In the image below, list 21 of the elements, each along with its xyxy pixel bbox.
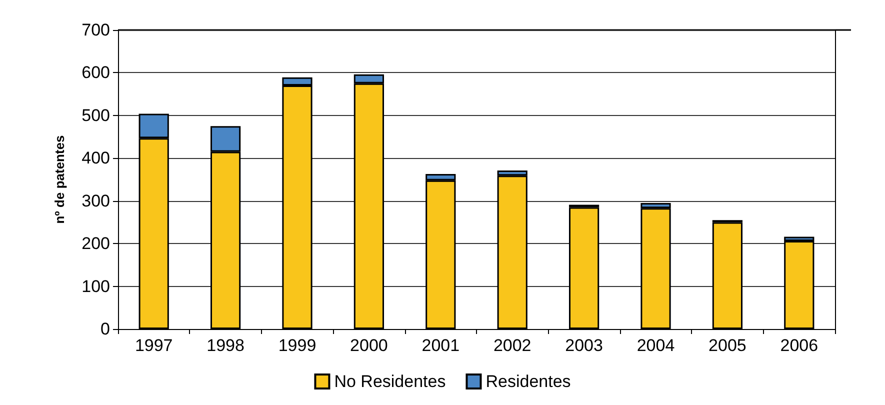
y-tick-label: 500 xyxy=(82,106,110,125)
legend-label: No Residentes xyxy=(334,372,446,391)
x-tick-label: 2002 xyxy=(493,336,532,355)
legend-label: Residentes xyxy=(486,372,571,391)
y-tick-label: 200 xyxy=(82,234,110,254)
x-tick-label: 2006 xyxy=(780,336,818,355)
y-tick-label: 0 xyxy=(100,320,110,338)
x-tick-label: 2000 xyxy=(350,336,388,355)
y-tick-label: 700 xyxy=(82,20,110,40)
y-tick-label: 100 xyxy=(82,276,110,296)
x-tick-label: 2003 xyxy=(565,336,603,355)
y-tick-label: 400 xyxy=(82,148,110,168)
x-tick-label: 2004 xyxy=(636,336,675,355)
x-tick-label: 1998 xyxy=(206,336,244,355)
y-tick-label: 600 xyxy=(82,63,110,82)
x-tick-label: 1997 xyxy=(134,336,173,355)
x-tick-label: 1999 xyxy=(278,336,316,355)
y-tick-label: 300 xyxy=(82,191,110,210)
y-axis-title: nº de patentes xyxy=(52,135,67,224)
x-tick-label: 2005 xyxy=(708,336,746,355)
x-tick-label: 2001 xyxy=(422,336,460,355)
